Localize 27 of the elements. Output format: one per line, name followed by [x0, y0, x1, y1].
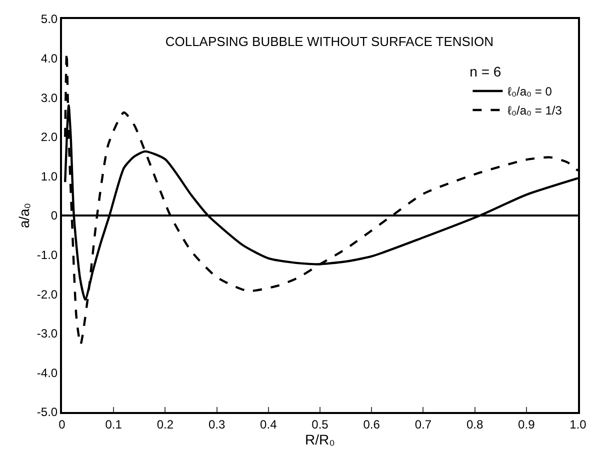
legend-label: ℓ₀/a₀ = 0: [508, 84, 552, 99]
legend-title: n = 6: [470, 64, 502, 80]
x-tick-label: 1.0: [570, 417, 587, 432]
x-tick-label: 0.7: [414, 417, 432, 432]
x-tick-label: 0.3: [208, 417, 226, 432]
x-axis-title: R/R₀: [305, 431, 336, 448]
y-tick-label: -2.0: [36, 287, 58, 302]
x-tick-label: 0.2: [156, 417, 174, 432]
y-tick-label: -4.0: [36, 366, 58, 380]
x-tick-label: 0.4: [260, 417, 278, 432]
y-tick-label: 5.0: [40, 12, 58, 26]
y-tick-label: -5.0: [36, 405, 58, 420]
y-tick-label: 4.0: [40, 52, 58, 66]
x-tick-label: 0.8: [466, 417, 484, 432]
x-tick-label: 0.6: [363, 417, 380, 432]
y-tick-label: 2.0: [40, 130, 58, 144]
x-tick-label: 0.9: [518, 417, 536, 432]
text: COLLAPSING BUBBLE WITHOUT SURFACE TENSION: [165, 34, 494, 49]
y-tick-label: 0: [50, 208, 58, 223]
x-tick-label: 0.1: [105, 417, 122, 432]
y-tick-label: -1.0: [36, 248, 58, 262]
x-tick-label: 0.5: [312, 417, 329, 432]
y-tick-label: 3.0: [40, 90, 58, 105]
y-tick-label: 1.0: [40, 169, 58, 184]
legend-label: ℓ₀/a₀ = 1/3: [508, 104, 562, 118]
y-axis-title: a/a₀: [16, 202, 32, 228]
y-tick-label: -3.0: [36, 326, 58, 341]
